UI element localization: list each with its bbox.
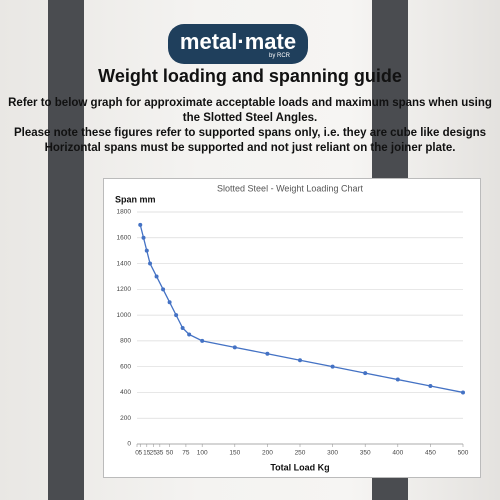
- chart-frame: [103, 178, 481, 478]
- x-tick-label: 450: [425, 450, 436, 457]
- data-point: [174, 313, 179, 318]
- data-point: [154, 274, 159, 279]
- x-tick-label: 250: [295, 450, 306, 457]
- intro-line: the Slotted Steel Angles.: [182, 112, 318, 124]
- page-title: Weight loading and spanning guide: [98, 66, 402, 86]
- chart: Slotted Steel - Weight Loading Chart Spa…: [103, 178, 481, 478]
- logo: metal·mate: [179, 29, 297, 54]
- x-tick-label: 500: [458, 450, 469, 457]
- data-point: [428, 384, 433, 388]
- x-tick-label: 15: [143, 450, 151, 457]
- data-point: [232, 345, 237, 350]
- data-point: [395, 377, 400, 382]
- x-tick-label: 100: [197, 450, 208, 457]
- data-point: [180, 326, 185, 330]
- data-point: [187, 332, 192, 337]
- x-tick-label: 200: [262, 450, 273, 457]
- shelf-post: [48, 0, 84, 500]
- x-axis-label: Total Load Kg: [270, 462, 329, 472]
- y-tick-label: 1600: [117, 234, 132, 241]
- data-point: [363, 371, 368, 376]
- data-point: [461, 390, 465, 395]
- y-tick-label: 800: [120, 338, 131, 345]
- logo-sub: by RCR: [268, 53, 290, 59]
- intro-line: Refer to below graph for approximate acc…: [8, 97, 492, 109]
- intro-line: Please note these figures refer to suppo…: [13, 127, 487, 139]
- x-tick-label: 35: [156, 450, 164, 457]
- data-point: [200, 338, 205, 343]
- data-point: [141, 235, 146, 240]
- x-tick-label: 75: [182, 450, 190, 457]
- y-tick-label: 400: [120, 389, 131, 396]
- y-axis-label: Span mm: [115, 194, 156, 204]
- y-tick-label: 1400: [117, 260, 132, 267]
- x-tick-label: 350: [360, 450, 371, 457]
- y-tick-label: 1800: [117, 209, 132, 216]
- data-point: [265, 351, 270, 356]
- y-tick-label: 600: [120, 363, 131, 370]
- x-tick-label: 0: [135, 450, 139, 457]
- data-point: [167, 300, 172, 305]
- chart-title: Slotted Steel - Weight Loading Chart: [217, 183, 363, 193]
- y-tick-label: 1200: [117, 286, 132, 293]
- y-tick-label: 200: [120, 415, 131, 422]
- x-tick-label: 50: [166, 450, 174, 457]
- x-tick-label: 400: [392, 450, 403, 457]
- data-point: [138, 222, 143, 227]
- data-point: [298, 358, 302, 363]
- data-point: [161, 287, 166, 292]
- intro-line: Horizontal spans must be supported and n…: [44, 142, 456, 154]
- y-tick-label: 0: [127, 441, 131, 448]
- data-point: [330, 364, 335, 369]
- data-point: [148, 261, 153, 266]
- logo-badge: metal·mate by RCR: [168, 24, 308, 64]
- x-tick-label: 25: [150, 450, 158, 457]
- x-tick-label: 150: [229, 450, 240, 457]
- y-tick-label: 1000: [117, 312, 132, 319]
- x-tick-label: 5: [138, 450, 142, 457]
- x-tick-label: 300: [327, 450, 338, 457]
- data-point: [144, 248, 149, 253]
